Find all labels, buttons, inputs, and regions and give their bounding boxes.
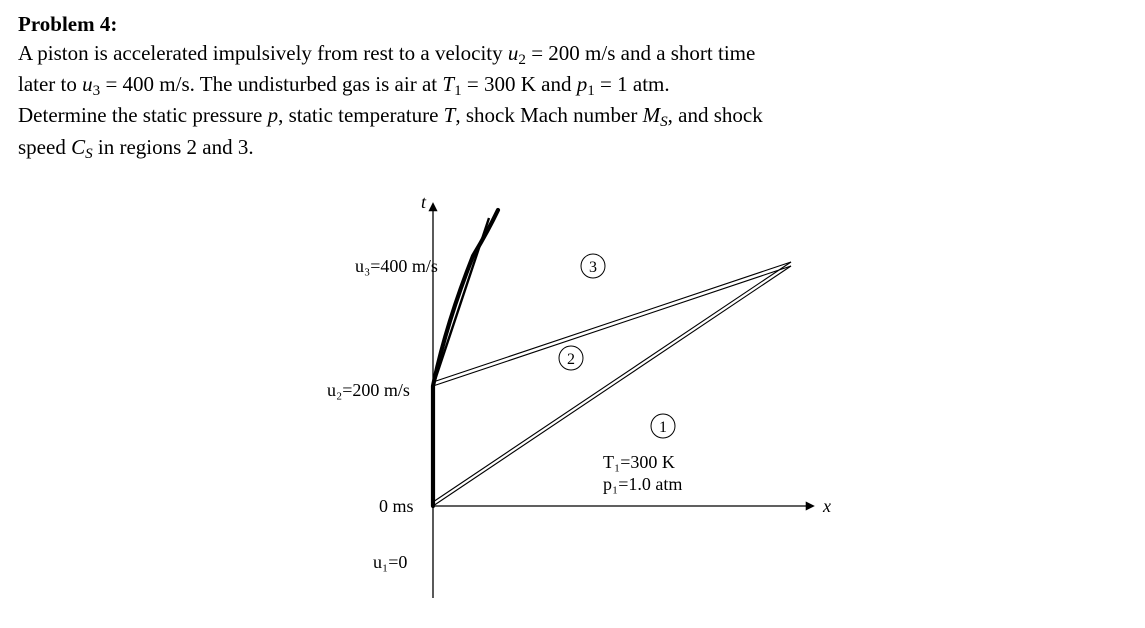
var-T1: T [442,72,454,96]
var-u3: u [82,72,93,96]
var-Cs: C [71,135,85,159]
var-Ms: M [643,103,661,127]
text-u3eq: = 400 m/s. The undisturbed gas is air at [100,72,442,96]
u1-label: u₁=0 [373,552,407,572]
zero-ms-label: 0 ms [379,496,414,516]
region-3-badge: 3 [581,254,605,278]
shock-2 [433,262,791,386]
text-3b: , static temperature [278,103,444,127]
region-1-badge: 1 [651,414,675,438]
var-T: T [444,103,456,127]
axes [433,204,813,598]
contact-line [433,218,489,386]
xt-diagram: t x 0 ms u₁=0 u₂=200 m/s u₃=400 m/s 1 2 … [293,186,853,616]
text-u2eq: = 200 m/s and a short time [526,41,755,65]
text-1a: A piston is accelerated impulsively from… [18,41,508,65]
text-4b: in regions 2 and 3. [93,135,254,159]
region-2-badge: 2 [559,346,583,370]
text-p1eq: = 1 atm. [595,72,670,96]
text-3d: , and shock [668,103,763,127]
region-2-number: 2 [567,351,575,368]
sub-u2: 2 [518,52,526,68]
var-u2: u [508,41,519,65]
text-4a: speed [18,135,71,159]
u3-label: u₃=400 m/s [355,256,438,276]
text-T1eq: = 300 K and [462,72,577,96]
t1-diagram-label: T₁=300 K [603,452,675,472]
problem-title: Problem 4: [18,12,1127,37]
u2-label: u₂=200 m/s [327,380,410,400]
sub-p1: 1 [587,83,595,99]
t-axis-label: t [421,192,427,212]
var-p1: p [577,72,588,96]
var-p: p [268,103,279,127]
x-axis-label: x [822,496,831,516]
sub-T1: 1 [454,83,462,99]
text-2a: later to [18,72,82,96]
p1-diagram-label: p₁=1.0 atm [603,474,682,494]
text-3c: , shock Mach number [455,103,642,127]
sub-Cs: S [85,145,93,161]
region-1-number: 1 [659,419,667,436]
problem-text: A piston is accelerated impulsively from… [18,39,1127,164]
text-3a: Determine the static pressure [18,103,268,127]
region-3-number: 3 [589,259,597,276]
sub-Ms: S [660,114,668,130]
